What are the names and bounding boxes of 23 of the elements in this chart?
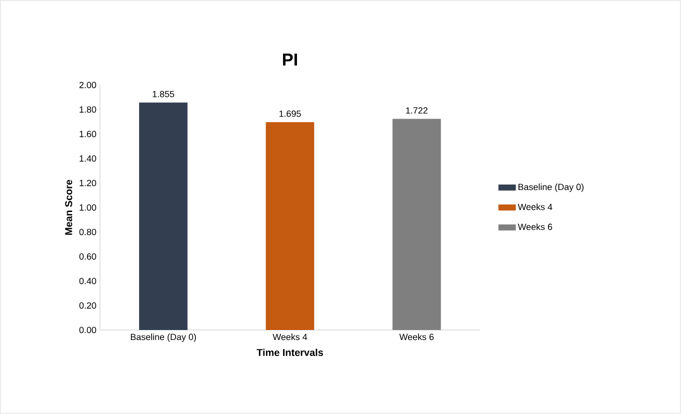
y-tick-label: 1.40 — [80, 155, 96, 162]
y-tick-label: 1.00 — [80, 204, 96, 211]
data-label: 1.695 — [279, 110, 301, 117]
y-tick-label: 1.20 — [80, 180, 96, 186]
y-tick-label: 0.40 — [79, 278, 96, 284]
y-axis-title: Mean Score — [65, 180, 72, 235]
y-tick-label: 0.00 — [79, 326, 96, 334]
data-label: 1.722 — [406, 107, 428, 114]
legend-label: Weeks 6 — [518, 223, 552, 230]
legend-label: Weeks 4 — [518, 204, 552, 210]
y-tick-label: 1.80 — [80, 106, 96, 113]
x-axis-title: Time Intervals — [256, 348, 324, 356]
data-label: 1.855 — [152, 90, 174, 98]
legend-label: Baseline (Day 0) — [518, 184, 584, 192]
y-tick-label: 0.80 — [79, 228, 96, 236]
chart-title: PI — [283, 54, 297, 66]
y-tick-label: 1.60 — [80, 130, 96, 138]
x-tick-label: Weeks 4 — [272, 334, 308, 340]
x-tick-label: Baseline (Day 0) — [130, 334, 196, 342]
y-tick-label: 0.60 — [79, 253, 96, 260]
y-tick-label: 2.00 — [79, 82, 96, 88]
y-tick-label: 0.20 — [79, 302, 96, 309]
x-tick-label: Weeks 6 — [399, 334, 434, 340]
